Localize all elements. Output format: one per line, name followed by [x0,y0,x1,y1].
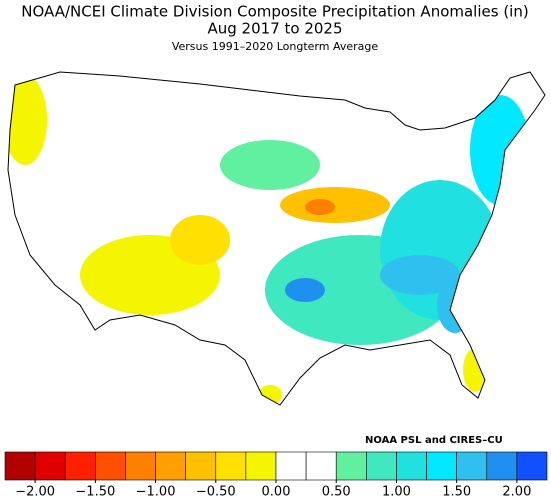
colorbar-tick-label: 1.00 [382,485,411,499]
colorbar-swatch [34,451,66,481]
period: Aug 2017 to 2025 [208,20,343,38]
colorbar-swatch [305,451,337,481]
colorbar-swatch [486,451,518,481]
colorbar-swatch [275,451,307,481]
title: NOAA/NCEI Climate Division Composite Pre… [21,3,528,21]
colorbar-tick-label: −2.00 [15,485,55,499]
colorbar-swatch [396,451,427,481]
colorbar-swatch [366,451,397,481]
colorbar-tick-label: 0.00 [262,485,291,499]
colorbar-swatch [456,451,488,481]
colorbar-swatch [516,451,548,481]
colorbar-swatch [4,451,36,481]
colorbar-swatch [125,451,156,481]
colorbar-tick-label: −1.50 [75,485,115,499]
colorbar-swatch [185,451,217,481]
colorbar-swatch [95,451,126,481]
colorbar-tick-label: −0.50 [196,485,236,499]
colorbar-tick-label: 1.50 [442,485,471,499]
colorbar-tick-label: −1.00 [136,485,176,499]
us-outline [7,71,546,406]
colorbar-swatch [215,451,247,481]
colorbar-swatch [426,451,457,481]
map-regions [8,72,545,405]
colorbar-tick-label: 0.50 [322,485,351,499]
colorbar-swatch [335,451,367,481]
colorbar-swatch [155,451,186,481]
subtitle: Versus 1991–2020 Longterm Average [172,40,379,53]
colorbar-tick-label: 2.00 [502,485,531,499]
colorbar-swatch [64,451,96,481]
colorbar: −2.00 −1.50 −1.00 −0.50 0.00 0.50 1.00 1.50 2.00 [4,451,548,499]
credit: NOAA PSL and CIRES–CU [365,435,503,446]
colorbar-swatch [245,451,277,481]
